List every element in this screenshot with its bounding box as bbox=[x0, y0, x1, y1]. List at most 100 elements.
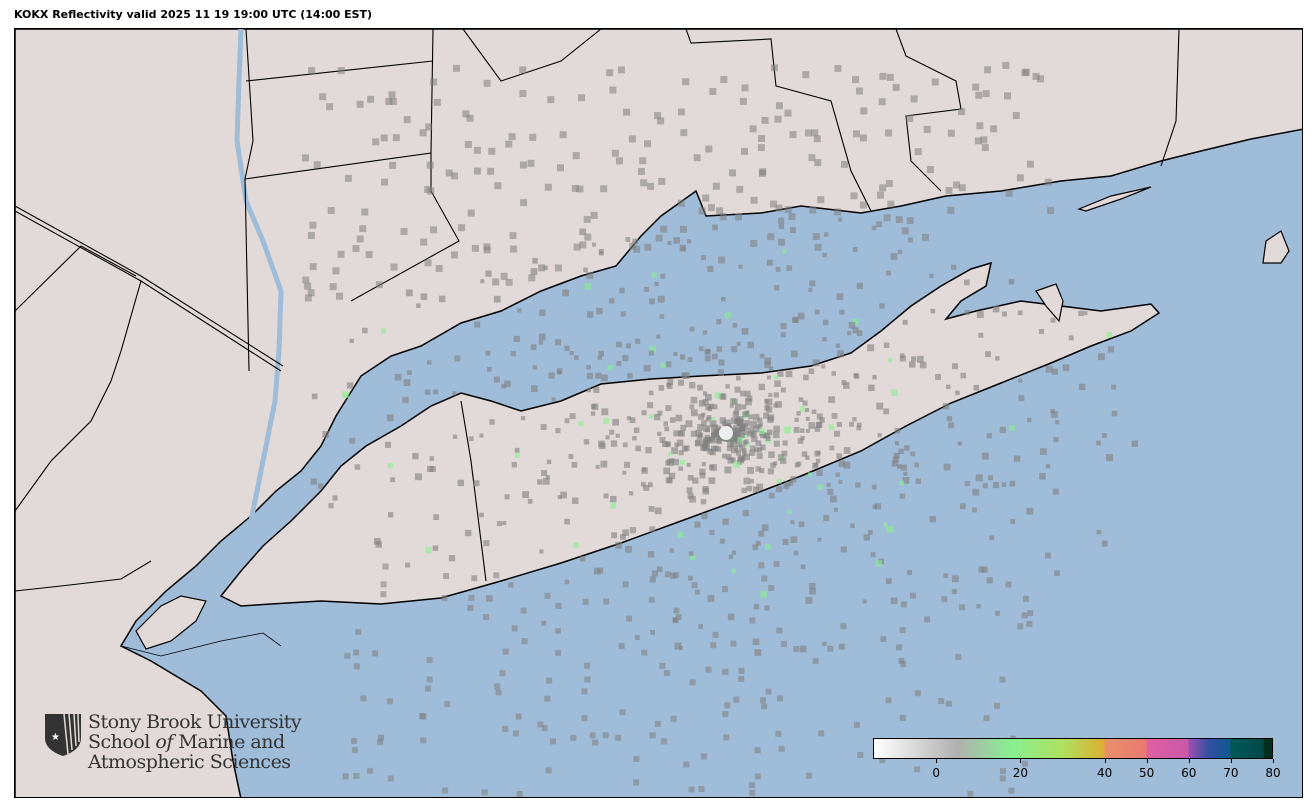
echo-pixel bbox=[852, 327, 859, 334]
echo-pixel bbox=[473, 146, 481, 154]
echo-pixel bbox=[555, 428, 561, 434]
echo-pixel bbox=[886, 73, 894, 81]
echo-pixel bbox=[578, 421, 584, 427]
echo-pixel bbox=[750, 196, 758, 204]
echo-pixel bbox=[982, 483, 988, 489]
echo-pixel bbox=[856, 425, 862, 431]
echo-pixel bbox=[514, 447, 520, 453]
echo-pixel bbox=[814, 450, 821, 457]
echo-pixel bbox=[678, 430, 685, 437]
echo-pixel bbox=[675, 414, 683, 422]
echo-pixel bbox=[610, 495, 617, 503]
echo-pixel bbox=[392, 134, 400, 142]
echo-pixel bbox=[780, 323, 787, 330]
echo-pixel bbox=[704, 440, 709, 446]
echo-pixel bbox=[700, 439, 708, 447]
echo-pixel bbox=[425, 389, 431, 395]
echo-pixel bbox=[823, 515, 830, 522]
echo-pixel bbox=[787, 509, 792, 515]
echo-pixel bbox=[798, 521, 805, 528]
echo-pixel bbox=[822, 641, 827, 647]
echo-pixel bbox=[562, 289, 569, 297]
echo-pixel bbox=[978, 566, 985, 573]
echo-pixel bbox=[674, 442, 679, 448]
echo-pixel bbox=[1018, 378, 1023, 383]
echo-pixel bbox=[736, 421, 741, 426]
echo-pixel bbox=[975, 474, 983, 482]
echo-pixel bbox=[569, 351, 574, 356]
echo-pixel bbox=[658, 177, 666, 185]
echo-pixel bbox=[680, 129, 688, 137]
echo-pixel bbox=[877, 191, 885, 199]
echo-pixel bbox=[548, 372, 555, 379]
echo-pixel bbox=[493, 572, 500, 579]
echo-pixel bbox=[435, 264, 443, 272]
echo-pixel bbox=[494, 182, 502, 190]
echo-pixel bbox=[654, 112, 662, 120]
echo-pixel bbox=[1107, 346, 1115, 353]
echo-pixel bbox=[756, 483, 764, 491]
echo-pixel bbox=[542, 477, 550, 485]
echo-pixel bbox=[766, 259, 773, 266]
echo-pixel bbox=[955, 390, 960, 396]
echo-pixel bbox=[710, 464, 717, 471]
echo-pixel bbox=[736, 416, 744, 423]
echo-pixel bbox=[656, 566, 663, 573]
echo-pixel bbox=[719, 417, 727, 424]
echo-pixel bbox=[976, 311, 984, 319]
echo-pixel bbox=[1050, 408, 1055, 414]
echo-pixel bbox=[938, 698, 945, 705]
echo-pixel bbox=[639, 157, 647, 165]
echo-pixel bbox=[855, 87, 863, 95]
echo-pixel bbox=[838, 643, 845, 650]
echo-pixel bbox=[309, 221, 317, 229]
echo-pixel bbox=[790, 227, 796, 234]
echo-pixel bbox=[1016, 174, 1024, 182]
echo-pixel bbox=[745, 410, 750, 415]
echo-pixel bbox=[747, 427, 754, 434]
echo-pixel bbox=[823, 232, 829, 237]
echo-pixel bbox=[964, 309, 970, 316]
echo-pixel bbox=[1008, 278, 1015, 285]
echo-pixel bbox=[720, 393, 727, 400]
echo-pixel bbox=[735, 450, 741, 456]
echo-pixel bbox=[579, 241, 587, 249]
echo-pixel bbox=[708, 403, 714, 410]
echo-pixel bbox=[532, 365, 538, 370]
echo-pixel bbox=[800, 428, 805, 433]
echo-pixel bbox=[951, 363, 958, 370]
echo-pixel bbox=[657, 117, 665, 125]
echo-pixel bbox=[778, 223, 785, 230]
echo-pixel bbox=[592, 739, 599, 746]
echo-pixel bbox=[702, 330, 708, 335]
echo-pixel bbox=[480, 279, 485, 284]
echo-pixel bbox=[1096, 440, 1101, 446]
echo-pixel bbox=[833, 507, 839, 512]
echo-pixel bbox=[736, 341, 741, 346]
echo-pixel bbox=[672, 617, 678, 623]
echo-pixel bbox=[692, 477, 699, 484]
echo-pixel bbox=[748, 782, 755, 789]
echo-pixel bbox=[727, 613, 735, 621]
echo-pixel bbox=[595, 372, 602, 379]
echo-pixel bbox=[649, 526, 656, 533]
echo-pixel bbox=[775, 485, 783, 493]
echo-pixel bbox=[307, 231, 315, 239]
echo-pixel bbox=[931, 78, 939, 86]
echo-pixel bbox=[802, 400, 808, 406]
echo-pixel bbox=[1005, 189, 1013, 197]
echo-pixel bbox=[667, 241, 672, 246]
echo-pixel bbox=[863, 534, 870, 541]
echo-pixel bbox=[1101, 433, 1107, 438]
echo-pixel bbox=[760, 590, 768, 598]
echo-pixel bbox=[680, 424, 687, 431]
echo-pixel bbox=[972, 488, 980, 496]
echo-pixel bbox=[935, 373, 942, 380]
echo-pixel bbox=[572, 152, 580, 160]
echo-pixel bbox=[495, 689, 502, 696]
echo-pixel bbox=[317, 483, 324, 489]
echo-pixel bbox=[665, 477, 672, 484]
echo-pixel bbox=[458, 224, 466, 232]
echo-pixel bbox=[841, 380, 847, 385]
echo-pixel bbox=[690, 430, 697, 437]
